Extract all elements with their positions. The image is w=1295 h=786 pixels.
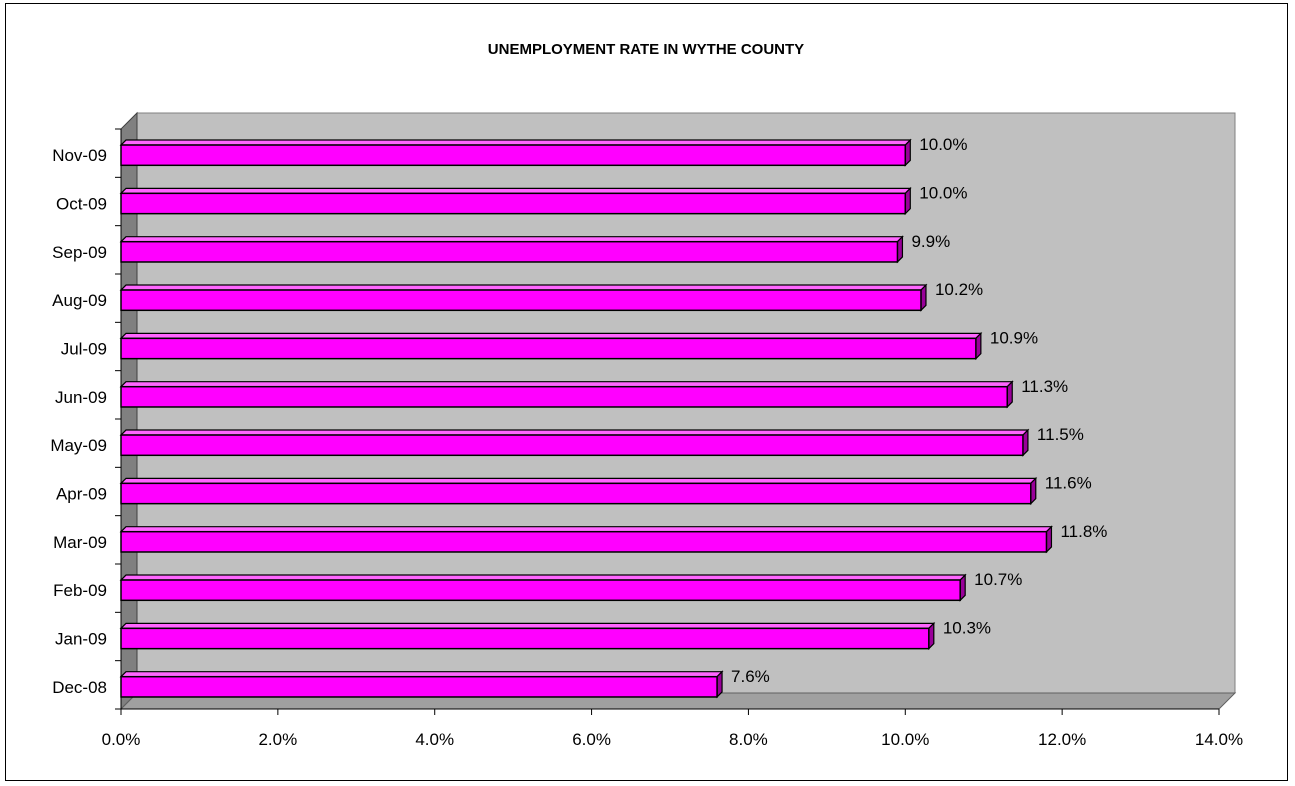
data-label: 10.7% [974,570,1022,589]
bar-top [119,622,936,629]
bar [120,530,1048,553]
bar [120,240,899,263]
y-tick-label: Jun-09 [55,388,107,407]
y-tick-label: Oct-09 [56,195,107,214]
plot-area: 0.0% 2.0% 4.0% 6.0% 8.0% 10.0% 12.0% 14.0% Dec-0… [50,111,1243,749]
data-label: 10.3% [943,619,991,638]
x-tick-label: 10.0% [881,730,929,749]
y-tick-label: Nov-09 [52,146,107,165]
bar [120,337,977,360]
chart-svg: UNEMPLOYMENT RATE IN WYTHE COUNTY 0.0% 2.… [50,41,1243,749]
y-tick-label: Jan-09 [55,630,107,649]
bar-side [975,331,982,361]
bar [120,627,930,650]
data-label: 11.8% [1060,522,1107,541]
x-tick-label: 4.0% [415,730,454,749]
bar-top [119,526,1053,533]
bar [120,434,1024,457]
bar-top [119,574,967,581]
bar [120,482,1032,505]
x-tick-label: 0.0% [102,730,141,749]
y-tick-label: Apr-09 [56,485,107,504]
bar [120,579,961,602]
bar [120,144,907,167]
data-label: 10.0% [919,184,967,203]
x-tick-label: 12.0% [1038,730,1086,749]
data-label: 10.9% [990,329,1038,348]
bar [120,385,1008,408]
data-label: 10.2% [935,280,983,299]
bar [120,192,907,215]
data-label: 10.0% [919,135,967,154]
x-tick-label: 6.0% [572,730,611,749]
x-tick-label: 2.0% [258,730,297,749]
bar [120,675,718,698]
y-tick-label: Dec-08 [52,678,107,697]
bar-side [928,621,935,651]
x-tick-label: 14.0% [1195,730,1243,749]
bar-side [1030,476,1037,506]
data-label: 9.9% [911,232,950,251]
data-label: 11.6% [1045,474,1092,493]
data-label: 11.3% [1021,377,1068,396]
data-label: 11.5% [1037,425,1084,444]
y-tick-label: Aug-09 [52,291,107,310]
y-tick-label: Jul-09 [61,340,107,359]
chart-frame: UNEMPLOYMENT RATE IN WYTHE COUNTY 0.0% 2.… [5,3,1288,781]
y-tick-label: Feb-09 [53,581,107,600]
bar-top [119,671,724,678]
y-tick-label: Sep-09 [52,243,107,262]
x-tick-label: 8.0% [729,730,768,749]
y-tick-label: Mar-09 [53,533,107,552]
bar [120,289,922,312]
data-label: 7.6% [731,667,770,686]
y-tick-label: May-09 [50,436,107,455]
chart-title: UNEMPLOYMENT RATE IN WYTHE COUNTY [488,41,804,58]
